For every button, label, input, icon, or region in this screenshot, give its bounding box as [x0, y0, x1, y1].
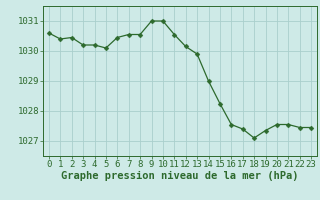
X-axis label: Graphe pression niveau de la mer (hPa): Graphe pression niveau de la mer (hPa)	[61, 171, 299, 181]
